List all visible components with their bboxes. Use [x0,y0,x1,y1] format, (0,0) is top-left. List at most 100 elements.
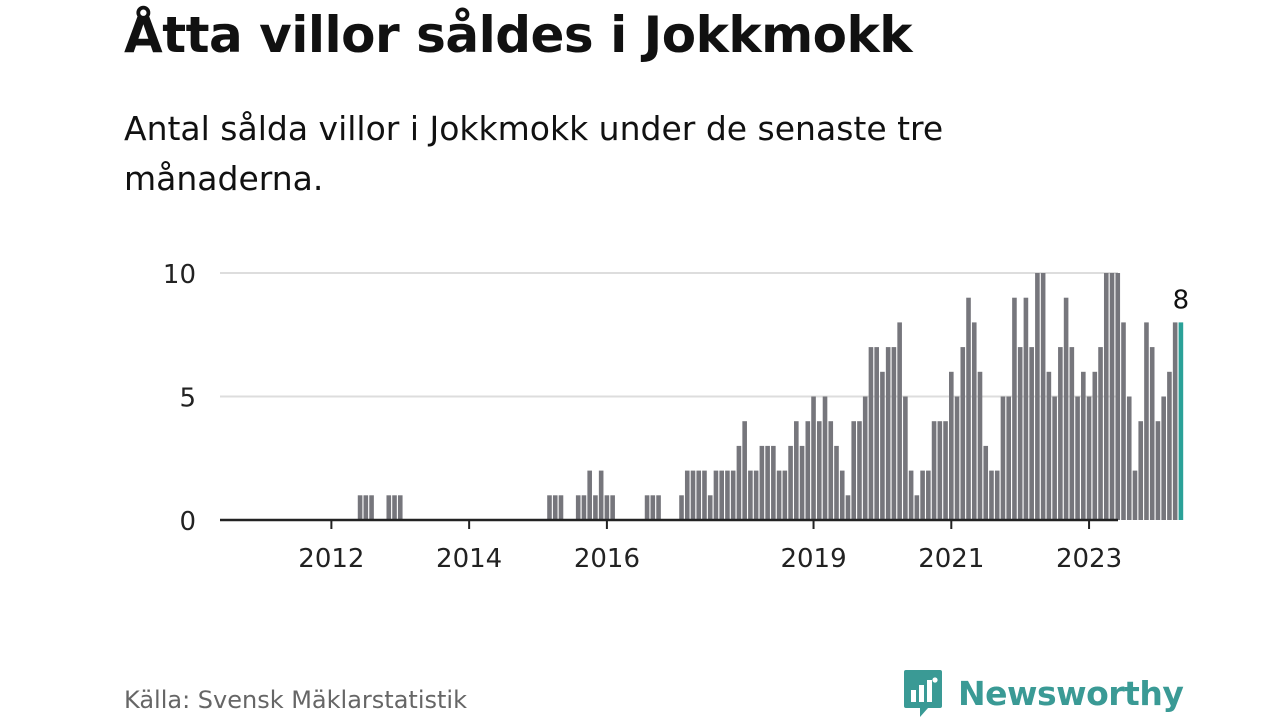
bar [897,322,902,520]
bar [931,421,937,520]
bar [759,445,765,520]
bar [357,495,363,520]
bar [816,421,822,520]
bar [851,421,857,520]
bar [1058,347,1063,520]
bar [1023,297,1029,520]
bar [771,445,776,520]
bar [713,470,719,520]
bar [1138,421,1144,520]
bar-latest [1178,322,1184,520]
bar [604,495,610,520]
x-tick-label: 2012 [298,544,364,574]
x-tick-label: 2023 [1056,544,1122,574]
bar [782,470,788,520]
bar [989,470,994,520]
bar [1132,470,1138,520]
y-tick-label: 10 [163,260,196,290]
bar [644,495,650,520]
bar [736,445,742,520]
bar [794,421,799,520]
bar [558,495,564,520]
latest-value-label: 8 [1173,285,1190,315]
bar [656,495,661,520]
brand-logo[interactable]: Newsworthy [902,668,1184,718]
x-tick-label: 2016 [574,544,640,574]
bar [707,495,713,520]
bar [547,495,552,520]
bar [575,495,581,520]
bar [690,470,696,520]
bar [776,470,782,520]
chart-subtitle: Antal sålda villor i Jokkmokk under de s… [124,109,944,198]
bar [811,396,816,520]
bar [903,396,908,520]
bar [1063,297,1069,520]
bar [949,371,954,520]
bar [552,495,558,520]
bar [702,470,707,520]
bar [845,495,851,520]
bar-chart: 0 5 10 8 2012 2014 2016 2019 2021 2023 [163,260,1190,574]
bar [1017,347,1023,520]
y-tick-label: 0 [179,507,196,537]
bar [799,445,805,520]
brand-name: Newsworthy [958,673,1184,713]
bar [983,445,989,520]
bar [1086,396,1092,520]
bar [753,470,759,520]
bar [908,470,914,520]
bar [1006,396,1011,520]
bar [1092,371,1098,520]
bar [874,347,879,520]
bar [914,495,920,520]
bar [805,421,811,520]
bar [880,371,885,520]
chart-title: Åtta villor såldes i Jokkmokk [124,6,913,64]
bar [397,495,403,520]
bar [1172,322,1178,520]
bar [679,495,684,520]
bar [788,445,793,520]
bar [1069,347,1075,520]
bar [1081,371,1086,520]
bar [1098,347,1103,520]
bar [971,322,977,520]
bar [966,297,971,520]
bar [1040,273,1046,520]
bar [742,421,747,520]
bar [926,470,931,520]
bar [1149,347,1155,520]
bar [684,470,690,520]
bar [828,421,834,520]
bar [1126,396,1132,520]
bar [857,421,862,520]
bar [954,396,960,520]
bar [363,495,369,520]
source-note: Källa: Svensk Mäklarstatistik [124,686,467,714]
bar [1103,273,1109,520]
bar [943,421,948,520]
bar [598,470,604,520]
bar [1144,322,1149,520]
bar [610,495,615,520]
bar [1000,396,1006,520]
bar [1155,421,1161,520]
bar [1029,347,1034,520]
bar [1121,322,1126,520]
bar [1035,273,1040,520]
bar [839,470,845,520]
bar [1012,297,1017,520]
bar [834,445,839,520]
bar [730,470,736,520]
bar [1115,273,1121,520]
bar [1109,273,1115,520]
bar [891,347,897,520]
bar [937,421,943,520]
bar [868,347,874,520]
bar [650,495,656,520]
bar [392,495,397,520]
bar [386,495,392,520]
bar [593,495,598,520]
bar [581,495,587,520]
